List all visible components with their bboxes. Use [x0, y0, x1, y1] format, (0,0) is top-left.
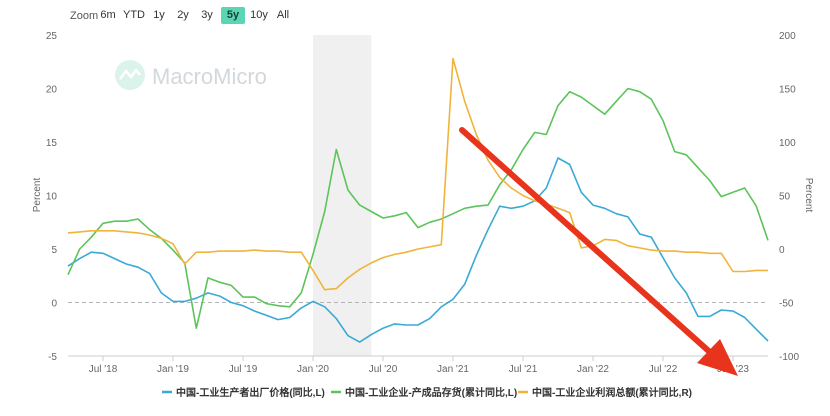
x-axis: Jul '18 Jan '19 Jul '19 Jan '20 Jul '20 Jan '… — [68, 355, 768, 375]
x-tick-label: Jan '21 — [437, 364, 469, 375]
x-tick-label: Jul '22 — [649, 364, 678, 375]
x-tick-label: Jul '21 — [509, 364, 538, 375]
trend-arrow-shaft — [459, 127, 715, 357]
zoom-ytd-button[interactable]: YTD — [123, 9, 145, 21]
series-layer — [67, 57, 769, 343]
y-right-tick-label: 150 — [779, 85, 796, 96]
series-line-3 — [67, 57, 768, 291]
legend-label-3: 中国-工业企业利润总额(累计同比,R) — [532, 386, 692, 399]
legend-label-2: 中国-工业企业-产成品存货(累计同比,L) — [345, 386, 517, 399]
y-right-tick-label: -50 — [779, 299, 794, 310]
y-right-axis-title: Percent — [803, 178, 814, 213]
zoom-6m-button[interactable]: 6m — [100, 9, 116, 21]
series-line-1 — [67, 157, 769, 343]
watermark-text: MacroMicro — [152, 64, 267, 89]
watermark: MacroMicro — [115, 60, 267, 90]
x-tick-label: Jan '22 — [577, 364, 609, 375]
trend-arrow-annotation — [459, 127, 738, 376]
y-left-tick-label: 25 — [46, 31, 58, 42]
y-left-tick-label: 5 — [51, 245, 57, 256]
y-right-axis: -100 -50 0 50 100 150 200 — [779, 31, 799, 363]
zoom-10y-button[interactable]: 10y — [250, 9, 268, 21]
y-left-axis-title: Percent — [32, 178, 43, 213]
x-tick-label: Jan '19 — [157, 364, 189, 375]
y-right-tick-label: 0 — [779, 245, 785, 256]
zoom-toolbar: Zoom 6m YTD 1y 2y 3y 5y 10y All — [0, 0, 830, 30]
x-tick-label: Jul '18 — [89, 364, 118, 375]
y-left-axis: -5 0 5 10 15 20 25 — [46, 31, 58, 363]
x-tick-label: Jul '20 — [369, 364, 398, 375]
series-line-2 — [67, 87, 769, 330]
zoom-2y-button[interactable]: 2y — [177, 9, 189, 21]
zoom-3y-button[interactable]: 3y — [201, 9, 213, 21]
y-right-tick-label: 200 — [779, 31, 796, 42]
y-left-tick-label: 10 — [46, 192, 58, 203]
y-left-tick-label: 15 — [46, 138, 58, 149]
y-left-tick-label: 20 — [46, 85, 58, 96]
y-right-tick-label: 100 — [779, 138, 796, 149]
y-right-tick-label: 50 — [779, 192, 791, 203]
zoom-all-button[interactable]: All — [276, 9, 290, 21]
chart-legend: 中国-工业生产者出厂价格(同比,L) 中国-工业企业-产成品存货(累计同比,L) 中… — [162, 386, 692, 399]
zoom-1y-button[interactable]: 1y — [153, 9, 165, 21]
trend-arrow-head-icon — [697, 339, 738, 376]
y-left-tick-label: 0 — [51, 299, 57, 310]
zoom-label: Zoom — [70, 10, 99, 22]
y-right-tick-label: -100 — [779, 352, 799, 363]
shaded-period — [313, 35, 372, 356]
x-tick-label: Jan '20 — [297, 364, 329, 375]
zoom-5y-button[interactable]: 5y — [221, 7, 245, 24]
y-left-tick-label: -5 — [48, 352, 57, 363]
x-tick-label: Jul '19 — [229, 364, 258, 375]
watermark-logo-mark-icon — [119, 68, 141, 80]
legend-label-1: 中国-工业生产者出厂价格(同比,L) — [176, 386, 325, 399]
